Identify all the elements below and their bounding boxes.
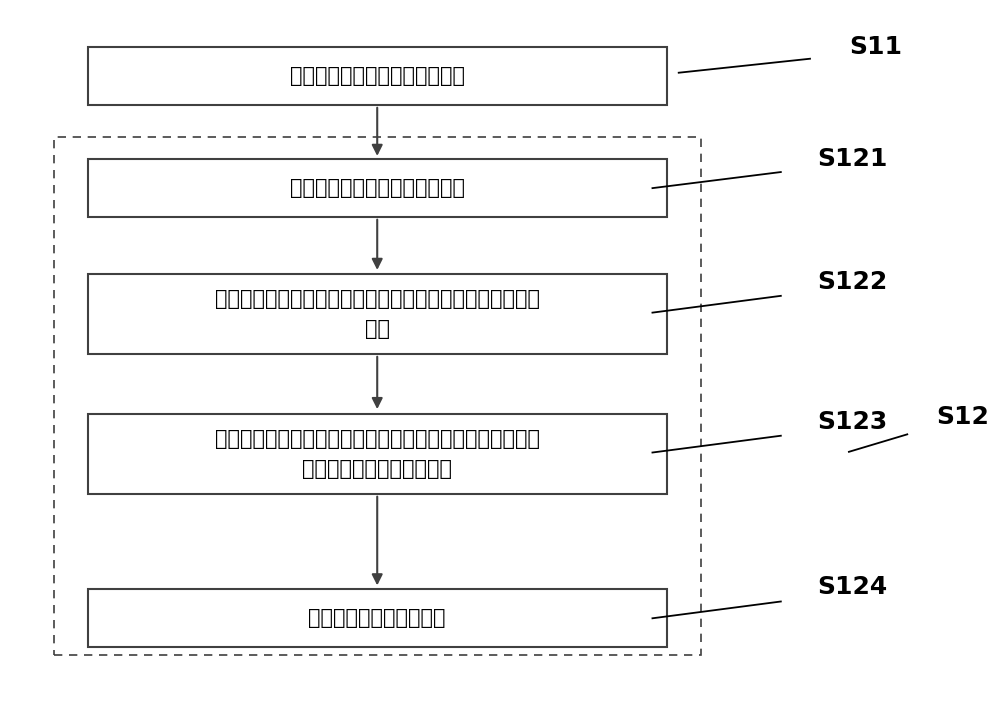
Text: S12: S12 bbox=[936, 405, 989, 429]
Text: 在非掺杂半导体层上沉积介质层: 在非掺杂半导体层上沉积介质层 bbox=[290, 66, 465, 86]
Bar bbox=[88, 589, 667, 647]
Text: 对附着有介质掩膜的非掺杂半导体层进行掺杂，使得接触层
在掺杂区域内能够注入电流: 对附着有介质掩膜的非掺杂半导体层进行掺杂，使得接触层 在掺杂区域内能够注入电流 bbox=[215, 429, 540, 479]
Bar bbox=[88, 274, 667, 354]
Text: S11: S11 bbox=[849, 35, 902, 59]
Text: S121: S121 bbox=[817, 147, 887, 171]
Text: S124: S124 bbox=[817, 575, 887, 599]
Bar bbox=[88, 414, 667, 494]
Text: 基于掺杂区域对对介质层进行刻蚀处理，得到图形化的介质
掩膜: 基于掺杂区域对对介质层进行刻蚀处理，得到图形化的介质 掩膜 bbox=[215, 289, 540, 339]
Text: S122: S122 bbox=[817, 270, 887, 294]
Text: 去除接触层上的介质掩膜: 去除接触层上的介质掩膜 bbox=[308, 608, 446, 628]
Bar bbox=[88, 159, 667, 217]
Bar bbox=[88, 47, 667, 105]
Text: 在非掺杂半导体层上沉积介质层: 在非掺杂半导体层上沉积介质层 bbox=[290, 178, 465, 198]
Text: S123: S123 bbox=[817, 410, 887, 434]
Bar bbox=[54, 137, 701, 655]
